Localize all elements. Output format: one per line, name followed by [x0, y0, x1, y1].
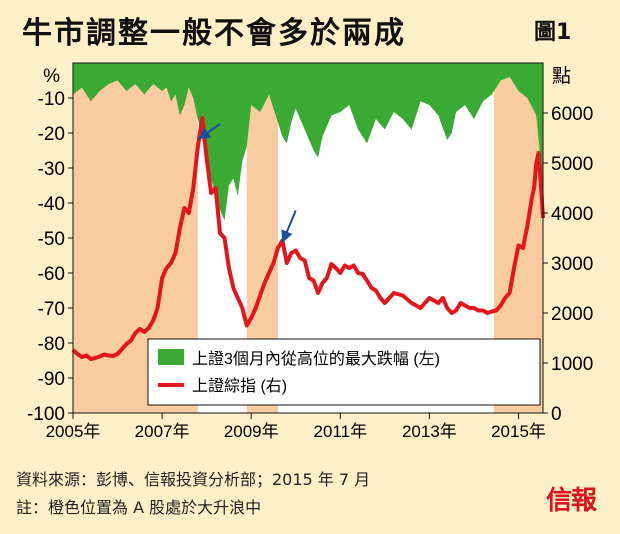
footnote: 註：橙色位置為 A 股處於大升浪中 — [16, 498, 262, 517]
right-axis-tick-label: 2000 — [551, 304, 593, 325]
right-axis-unit: 點 — [552, 65, 571, 87]
legend-label-index: 上證綜指 (右) — [192, 377, 287, 395]
left-axis-tick-label: -20 — [38, 124, 65, 145]
figure-label: 圖1 — [534, 20, 572, 45]
source-note: 資料來源：彭博、信報投資分析部；2015 年 7 月 — [16, 470, 371, 489]
legend: 上證3個月內從高位的最大跌幅 (左) 上證綜指 (右) — [147, 338, 541, 406]
right-axis-tick-label: 5000 — [551, 154, 593, 175]
x-axis-tick-label: 2005年 — [46, 422, 101, 441]
right-axis-tick-label: 4000 — [551, 204, 593, 225]
right-axis-tick-label: 6000 — [551, 104, 593, 125]
left-axis-tick-label: -70 — [38, 299, 65, 320]
x-axis-tick-label: 2007年 — [135, 422, 190, 441]
right-axis-tick-label: 0 — [551, 404, 562, 425]
right-axis-tick-label: 1000 — [551, 354, 593, 375]
left-axis-tick-label: -100 — [27, 404, 65, 425]
left-axis-tick-label: -50 — [38, 229, 65, 250]
chart: %-10 -20 -30 -40 -50 -60 -70 -80 -90 -100 點 0 1000 20… — [27, 62, 593, 441]
left-axis-tick-label: -80 — [38, 334, 65, 355]
legend-box — [147, 338, 541, 406]
right-axis-tick-label: 3000 — [551, 254, 593, 275]
left-axis-tick-label: -30 — [38, 159, 65, 180]
legend-label-drawdown: 上證3個月內從高位的最大跌幅 (左) — [192, 350, 440, 368]
index-line-series — [71, 116, 545, 361]
x-axis-tick-label: 2013年 — [402, 422, 457, 441]
left-axis-tick-label: -60 — [38, 264, 65, 285]
left-axis-tick-label: -10 — [38, 89, 65, 110]
x-axis-tick-label: 2011年 — [314, 422, 368, 441]
annotation-arrow — [281, 210, 297, 243]
drawdown-area-series — [73, 63, 543, 221]
chart-title: 牛市調整一般不會多於兩成 — [22, 16, 406, 51]
left-axis-tick-label: -40 — [38, 194, 65, 215]
x-axis-tick-label: 2015年 — [491, 422, 546, 441]
annotation-arrow — [197, 123, 221, 140]
legend-swatch-drawdown — [158, 349, 184, 365]
left-axis-tick-label: -90 — [38, 369, 65, 390]
publisher-logo: 信報 — [546, 486, 597, 516]
left-axis-unit: % — [43, 66, 60, 87]
x-axis-tick-label: 2009年 — [224, 422, 279, 441]
